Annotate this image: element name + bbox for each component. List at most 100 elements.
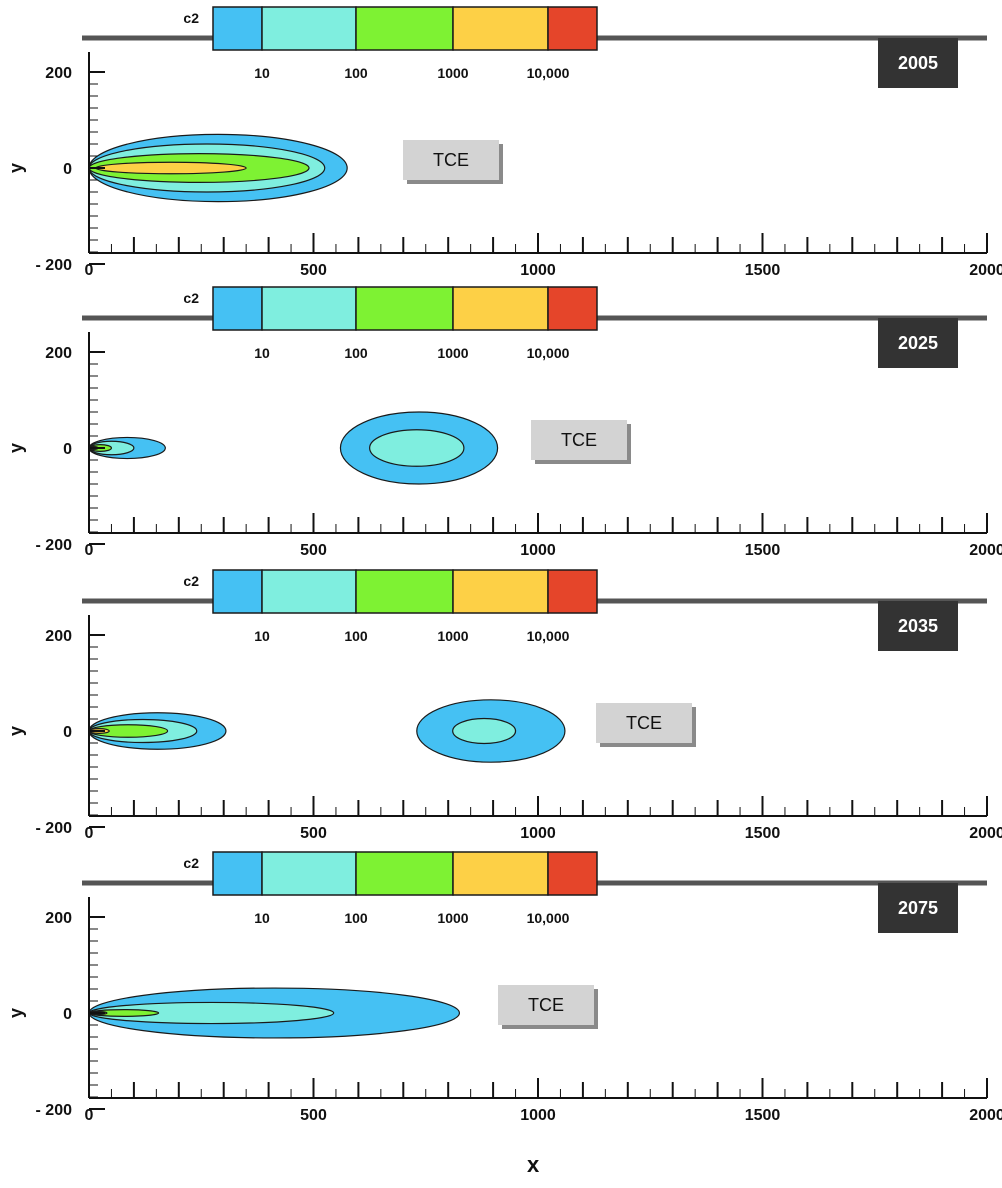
contour-level-10-plume-1 <box>452 717 517 745</box>
plume-panel-2035: 0 500 1000 1500 2000 200 0- 200 y c2 10 100 1000 10,… <box>0 563 1002 848</box>
x-tick-label: 2000 <box>969 542 1002 559</box>
colorbar-tick-label: 10 <box>254 65 270 81</box>
colorbar-tick-label: 1000 <box>437 65 468 81</box>
tce-label: TCE <box>596 703 692 743</box>
year-badge: 2005 <box>878 38 958 88</box>
colorbar-title: c2 <box>183 573 199 589</box>
x-tick-label: 0 <box>85 825 94 842</box>
contour-level-1000-plume-0 <box>95 161 247 175</box>
y-tick-label: - 200 <box>36 1102 73 1119</box>
y-tick-label: - 200 <box>36 537 73 554</box>
x-tick-label: 500 <box>300 1107 327 1124</box>
colorbar-title: c2 <box>183 855 199 871</box>
tce-label: TCE <box>498 985 594 1025</box>
colorbar-tick-label: 10,000 <box>527 345 570 361</box>
colorbar: c2 10 100 1000 10,000 <box>183 286 598 361</box>
y-tick-label: 0 <box>63 161 72 178</box>
tce-label: TCE <box>403 140 499 180</box>
colorbar-band-1 <box>261 6 357 51</box>
colorbar-tick-label: 1000 <box>437 628 468 644</box>
x-tick-label: 500 <box>300 262 327 279</box>
colorbar-band-0 <box>212 6 263 51</box>
x-tick-label: 1000 <box>520 1107 556 1124</box>
colorbar-band-4 <box>547 569 598 614</box>
colorbar-band-1 <box>261 851 357 896</box>
colorbar-band-2 <box>355 851 454 896</box>
colorbar-band-0 <box>212 569 263 614</box>
colorbar-band-0 <box>212 851 263 896</box>
colorbar-band-1 <box>261 569 357 614</box>
x-tick-label: 1500 <box>745 825 781 842</box>
x-tick-label: 1500 <box>745 262 781 279</box>
colorbar-tick-label: 100 <box>344 345 368 361</box>
colorbar-tick-label: 10,000 <box>527 65 570 81</box>
y-tick-label: 0 <box>63 1006 72 1023</box>
colorbar-band-4 <box>547 851 598 896</box>
x-tick-label: 500 <box>300 825 327 842</box>
y-tick-label: 200 <box>45 345 72 362</box>
colorbar-tick-label: 10 <box>254 628 270 644</box>
colorbar-band-4 <box>547 6 598 51</box>
colorbar-band-0 <box>212 286 263 331</box>
x-tick-label: 2000 <box>969 1107 1002 1124</box>
y-tick-label: - 200 <box>36 257 73 274</box>
colorbar-tick-label: 100 <box>344 628 368 644</box>
colorbar-band-2 <box>355 6 454 51</box>
colorbar-tick-label: 1000 <box>437 345 468 361</box>
x-tick-label: 0 <box>85 542 94 559</box>
colorbar-tick-label: 100 <box>344 910 368 926</box>
x-axis-title: x <box>527 1152 540 1177</box>
colorbar-band-1 <box>261 286 357 331</box>
y-tick-label: - 200 <box>36 820 73 837</box>
colorbar-band-2 <box>355 569 454 614</box>
y-axis-label: y <box>6 163 26 173</box>
y-tick-label: 200 <box>45 628 72 645</box>
year-badge: 2035 <box>878 601 958 651</box>
plume-panel-2075: 0 500 1000 1500 2000 200 0- 200 y c2 10 100 1000 10,… <box>0 845 1002 1130</box>
x-tick-label: 1500 <box>745 542 781 559</box>
colorbar-tick-label: 10 <box>254 910 270 926</box>
colorbar-band-3 <box>452 851 549 896</box>
x-tick-label: 2000 <box>969 825 1002 842</box>
colorbar-band-3 <box>452 6 549 51</box>
colorbar-band-3 <box>452 286 549 331</box>
plume-panel-2005: 0 500 1000 1500 2000 200 0- 200 y c2 10 100 1000 10,… <box>0 0 1002 285</box>
colorbar-tick-label: 10,000 <box>527 910 570 926</box>
colorbar: c2 10 100 1000 10,000 <box>183 851 598 926</box>
colorbar-band-4 <box>547 286 598 331</box>
x-tick-label: 1000 <box>520 542 556 559</box>
x-tick-label: 1500 <box>745 1107 781 1124</box>
y-tick-label: 0 <box>63 441 72 458</box>
year-badge: 2025 <box>878 318 958 368</box>
x-tick-label: 500 <box>300 542 327 559</box>
y-tick-label: 200 <box>45 910 72 927</box>
colorbar-tick-label: 10,000 <box>527 628 570 644</box>
year-badge: 2075 <box>878 883 958 933</box>
colorbar: c2 10 100 1000 10,000 <box>183 6 598 81</box>
contour-level-10-plume-1 <box>369 429 465 467</box>
x-tick-label: 0 <box>85 1107 94 1124</box>
x-tick-label: 0 <box>85 262 94 279</box>
colorbar-tick-label: 1000 <box>437 910 468 926</box>
tce-label: TCE <box>531 420 627 460</box>
colorbar-title: c2 <box>183 290 199 306</box>
colorbar-tick-label: 10 <box>254 345 270 361</box>
x-tick-label: 2000 <box>969 262 1002 279</box>
y-tick-label: 0 <box>63 724 72 741</box>
y-tick-label: 200 <box>45 65 72 82</box>
colorbar-band-2 <box>355 286 454 331</box>
plume-panel-2025: 0 500 1000 1500 2000 200 0- 200 y c2 10 100 1000 10,… <box>0 280 1002 565</box>
colorbar-tick-label: 100 <box>344 65 368 81</box>
colorbar-band-3 <box>452 569 549 614</box>
colorbar-title: c2 <box>183 10 199 26</box>
y-axis-label: y <box>6 1008 26 1018</box>
y-axis-label: y <box>6 726 26 736</box>
x-tick-label: 1000 <box>520 825 556 842</box>
x-tick-label: 1000 <box>520 262 556 279</box>
colorbar: c2 10 100 1000 10,000 <box>183 569 598 644</box>
